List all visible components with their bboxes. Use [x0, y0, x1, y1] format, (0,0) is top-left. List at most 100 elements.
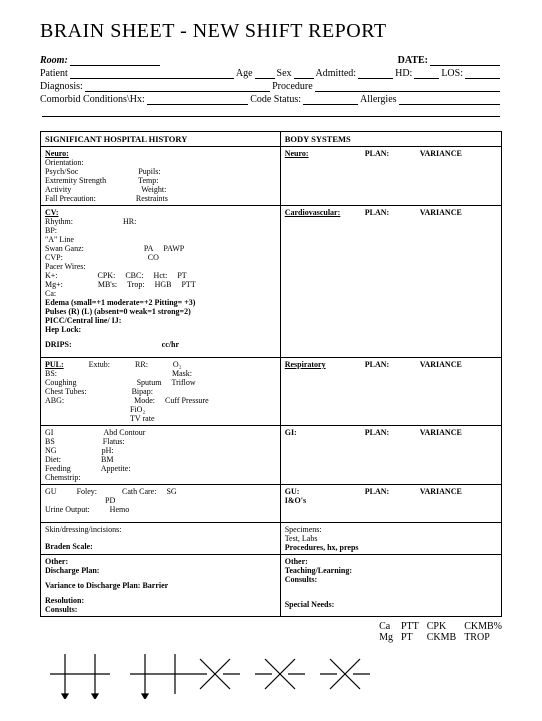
left-head: SIGNIFICANT HOSPITAL HISTORY — [41, 132, 281, 147]
pul-cell: PUL:Extub:RR:O₂ BS:Mask: CoughingSputumT… — [41, 358, 281, 426]
gi-chem: Chemstrip: — [45, 473, 276, 482]
cv-drips: DRIPS: — [45, 340, 72, 349]
pul-sputum: Sputum — [137, 378, 162, 387]
var-label-2: VARIANCE — [420, 208, 497, 217]
cv-picc: PICC/Central line/ IJ: — [45, 316, 276, 325]
gi-ng: NG — [45, 446, 57, 455]
skin-cell: Skin/dressing/incisions: Braden Scale: — [41, 523, 281, 555]
otherR-cons: Consults: — [285, 575, 497, 584]
var-label-3: VARIANCE — [420, 360, 497, 369]
otherL-dc: Discharge Plan: — [45, 566, 276, 575]
hdr-patient: Patient Age Sex Admitted: HD: LOS: — [40, 68, 502, 79]
neuro-orientation: Orientation: — [45, 158, 276, 167]
plan-label-5: PLAN: — [365, 487, 420, 505]
spec-proc: Procedures, hx, preps — [285, 543, 497, 552]
gu-urine: Urine Output: — [45, 505, 90, 514]
procedure-label: Procedure — [272, 81, 313, 92]
neuro-weight: Weight: — [141, 185, 166, 194]
sex-label: Sex — [277, 68, 292, 79]
gi-bs: BS — [45, 437, 55, 446]
cv-hgb: HGB — [155, 280, 172, 289]
hdr-comorbid: Comorbid Conditions\Hx: Code Status: All… — [40, 94, 502, 105]
cv-pt: PT — [177, 271, 186, 280]
cv-mg: Mg+: — [45, 280, 63, 289]
neuro-cell: Neuro: Orientation: Psych/SocPupils: Ext… — [41, 147, 281, 206]
cv-hep: Hep Lock: — [45, 325, 276, 334]
body-gu: GU: — [285, 487, 300, 496]
lab-pt: PT — [401, 632, 419, 643]
cv-pa: PA — [144, 244, 154, 253]
pul-extub: Extub: — [89, 360, 110, 369]
codestatus-label: Code Status: — [250, 94, 301, 105]
cv-pacer: Pacer Wires: — [45, 262, 276, 271]
braden: Braden Scale: — [45, 542, 276, 551]
body-gi-cell: GI: PLAN: VARIANCE — [280, 426, 501, 485]
lab-mg: Mg — [379, 632, 393, 643]
cv-hr: HR: — [123, 217, 136, 226]
var-label-1: VARIANCE — [420, 149, 497, 158]
body-neuro-cell: Neuro: PLAN: VARIANCE — [280, 147, 501, 206]
body-gu-cell: GU:I&O's PLAN: VARIANCE — [280, 485, 501, 523]
body-gu-io: I&O's — [285, 496, 306, 505]
pul-mask: Mask: — [172, 369, 192, 378]
neuro-psych: Psych/Soc — [45, 167, 78, 176]
gu-cath: Cath Care: — [122, 487, 156, 496]
pul-cuff: Cuff Pressure — [165, 396, 209, 405]
body-neuro: Neuro: — [285, 149, 365, 158]
diagnosis-label: Diagnosis: — [40, 81, 83, 92]
cv-hct: Hct: — [154, 271, 168, 280]
fishbone-icon — [40, 649, 500, 699]
plan-label-1: PLAN: — [365, 149, 420, 158]
lab-trop: TROP — [464, 632, 502, 643]
other-right-cell: Other: Teaching/Learning: Consults: Spec… — [280, 555, 501, 617]
pul-abg: ABG: — [45, 396, 64, 405]
body-resp: Respiratory — [285, 360, 365, 369]
pul-fio2: FiO₂ — [130, 405, 145, 414]
gi-cell: GIAbd Contour BSFlatus: NGpH: Diet:BM Fe… — [41, 426, 281, 485]
otherL-var: Variance to Discharge Plan: Barrier — [45, 581, 276, 590]
cv-bp: BP: — [45, 226, 276, 235]
otherR-special: Special Needs: — [285, 600, 497, 609]
spec-test: Test, Labs — [285, 534, 497, 543]
plan-label-3: PLAN: — [365, 360, 420, 369]
cv-title: CV: — [45, 208, 58, 217]
pul-rr: RR: — [135, 360, 148, 369]
cv-co: CO — [148, 253, 159, 262]
pul-title: PUL: — [45, 360, 64, 369]
var-label-5: VARIANCE — [420, 487, 497, 505]
neuro-activity: Activity — [45, 185, 71, 194]
gi-diet: Diet: — [45, 455, 61, 464]
cv-pulses: Pulses (R) (L) (absent=0 weak=1 strong=2… — [45, 307, 276, 316]
neuro-title: Neuro: — [45, 149, 69, 158]
cv-cpk: CPK: — [98, 271, 116, 280]
body-cv: Cardiovascular: — [285, 208, 365, 217]
cv-rhythm: Rhythm: — [45, 217, 73, 226]
cv-mbs: MB's: — [98, 280, 117, 289]
lab-ptt: PTT — [401, 621, 419, 632]
var-label-4: VARIANCE — [420, 428, 497, 437]
gi-ph: pH: — [102, 446, 114, 455]
patient-label: Patient — [40, 68, 68, 79]
gu-sg: SG — [166, 487, 176, 496]
pul-tvrate: TV rate — [130, 414, 155, 423]
spec-cell: Specimens: Test, Labs Procedures, hx, pr… — [280, 523, 501, 555]
plan-label-4: PLAN: — [365, 428, 420, 437]
otherR-teach: Teaching/Learning: — [285, 566, 497, 575]
body-gi: GI: — [285, 428, 365, 437]
neuro-temp: Temp: — [138, 176, 158, 185]
pul-cough: Coughing — [45, 378, 77, 387]
gi-bm: BM — [101, 455, 113, 464]
otherL-res: Resolution: — [45, 596, 276, 605]
fishbone-diagrams — [40, 649, 502, 701]
gi-flatus: Flatus: — [103, 437, 125, 446]
comorbid-label: Comorbid Conditions\Hx: — [40, 94, 145, 105]
otherL-title: Other: — [45, 557, 276, 566]
gu-title: GU — [45, 487, 57, 496]
lab-cpk: CPK — [427, 621, 456, 632]
age-label: Age — [236, 68, 253, 79]
hd-label: HD: — [395, 68, 412, 79]
otherL-cons: Consults: — [45, 605, 276, 614]
pul-bs: BS: — [45, 369, 57, 378]
skin-title: Skin/dressing/incisions: — [45, 525, 276, 534]
cv-swan: Swan Ganz: — [45, 244, 84, 253]
